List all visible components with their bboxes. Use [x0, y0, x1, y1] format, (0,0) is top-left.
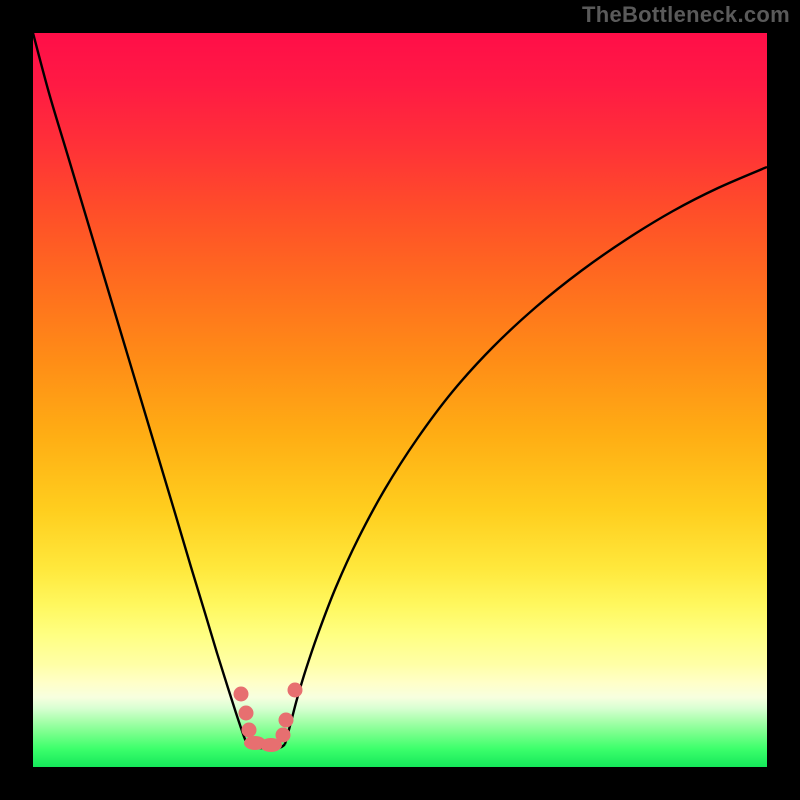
data-marker [234, 687, 249, 702]
data-marker [276, 728, 291, 743]
data-marker [279, 713, 294, 728]
data-marker [242, 723, 257, 738]
data-marker [239, 706, 254, 721]
plot-area [33, 33, 767, 767]
watermark-text: TheBottleneck.com [582, 2, 790, 28]
data-marker [288, 683, 303, 698]
gradient-background [33, 33, 767, 767]
chart-svg [33, 33, 767, 767]
